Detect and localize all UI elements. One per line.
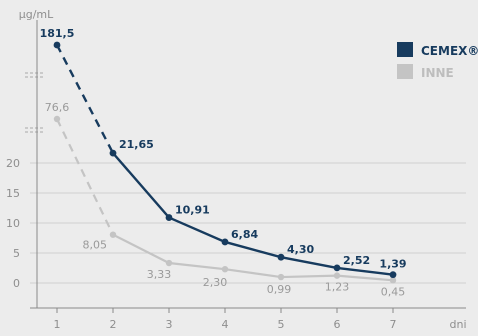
y-tick-label: 20 — [6, 157, 20, 170]
legend-item: INNE — [397, 64, 454, 80]
cemex-data-point — [53, 41, 61, 49]
inne-data-label: 1,23 — [325, 281, 350, 294]
y-tick-label: 15 — [6, 187, 20, 200]
legend-swatch — [397, 42, 413, 57]
inne-data-label: 8,05 — [83, 239, 108, 252]
inne-data-point — [53, 115, 61, 123]
inne-data-label: 2,30 — [203, 276, 228, 289]
x-tick-label: 7 — [390, 318, 397, 331]
cemex-data-point — [221, 238, 229, 246]
label-layer: 76,6 8,05 3,33 2,30 0,99 1,23 0,45 181,5 21,65 10… — [40, 27, 407, 298]
inne-data-point — [109, 231, 117, 238]
cemex-line — [112, 152, 394, 276]
legend: CEMEX® INNE — [397, 42, 478, 80]
inne-data-point — [221, 266, 229, 273]
inne-line-dashed-segment — [56, 118, 114, 236]
cemex-data-label: 181,5 — [40, 27, 75, 40]
cemex-data-point — [165, 214, 173, 221]
inne-data-point — [333, 272, 341, 279]
x-tick-label: 6 — [334, 318, 341, 331]
axis-break-marker — [25, 127, 45, 133]
x-tick-label: 1 — [54, 318, 61, 331]
inne-data-label: 0,45 — [381, 285, 406, 298]
cemex-data-label: 1,39 — [379, 258, 406, 271]
inne-line — [112, 233, 394, 282]
inne-data-point — [165, 259, 173, 267]
cemex-data-point — [277, 253, 285, 261]
cemex-data-label: 10,91 — [175, 204, 210, 217]
x-tick-label: 5 — [278, 318, 285, 331]
legend-label: INNE — [421, 66, 454, 80]
y-tick-label: 10 — [6, 217, 20, 230]
y-tick-label: 5 — [13, 247, 20, 260]
inne-data-label: 76,6 — [45, 101, 70, 114]
series-layer — [53, 41, 397, 284]
x-tick-label: 4 — [222, 318, 229, 331]
inne-data-point — [277, 273, 285, 281]
cemex-data-label: 2,52 — [343, 254, 370, 267]
inne-data-point — [389, 277, 397, 284]
legend-label: CEMEX® — [421, 44, 478, 58]
x-tick-label: 2 — [110, 318, 117, 331]
legend-item: CEMEX® — [397, 42, 478, 58]
x-tick-label: 3 — [166, 318, 173, 331]
axis-break-marker — [25, 72, 45, 78]
cemex-data-point — [109, 149, 117, 157]
legend-swatch — [397, 64, 413, 79]
cemex-line-dashed-segment — [55, 44, 115, 154]
y-axis-unit-label: μg/mL — [19, 8, 54, 21]
cemex-data-label: 4,30 — [287, 243, 314, 256]
axis-layer: 0 5 10 15 20 1 2 3 4 5 6 7 — [6, 20, 466, 331]
y-tick-label: 0 — [13, 277, 20, 290]
cemex-data-point — [389, 271, 397, 279]
cemex-data-label: 6,84 — [231, 228, 258, 241]
cemex-data-label: 21,65 — [119, 138, 154, 151]
cemex-data-point — [333, 264, 341, 272]
inne-data-label: 3,33 — [147, 268, 172, 281]
x-axis-unit-label: dni — [449, 318, 466, 331]
inne-data-label: 0,99 — [267, 283, 292, 296]
